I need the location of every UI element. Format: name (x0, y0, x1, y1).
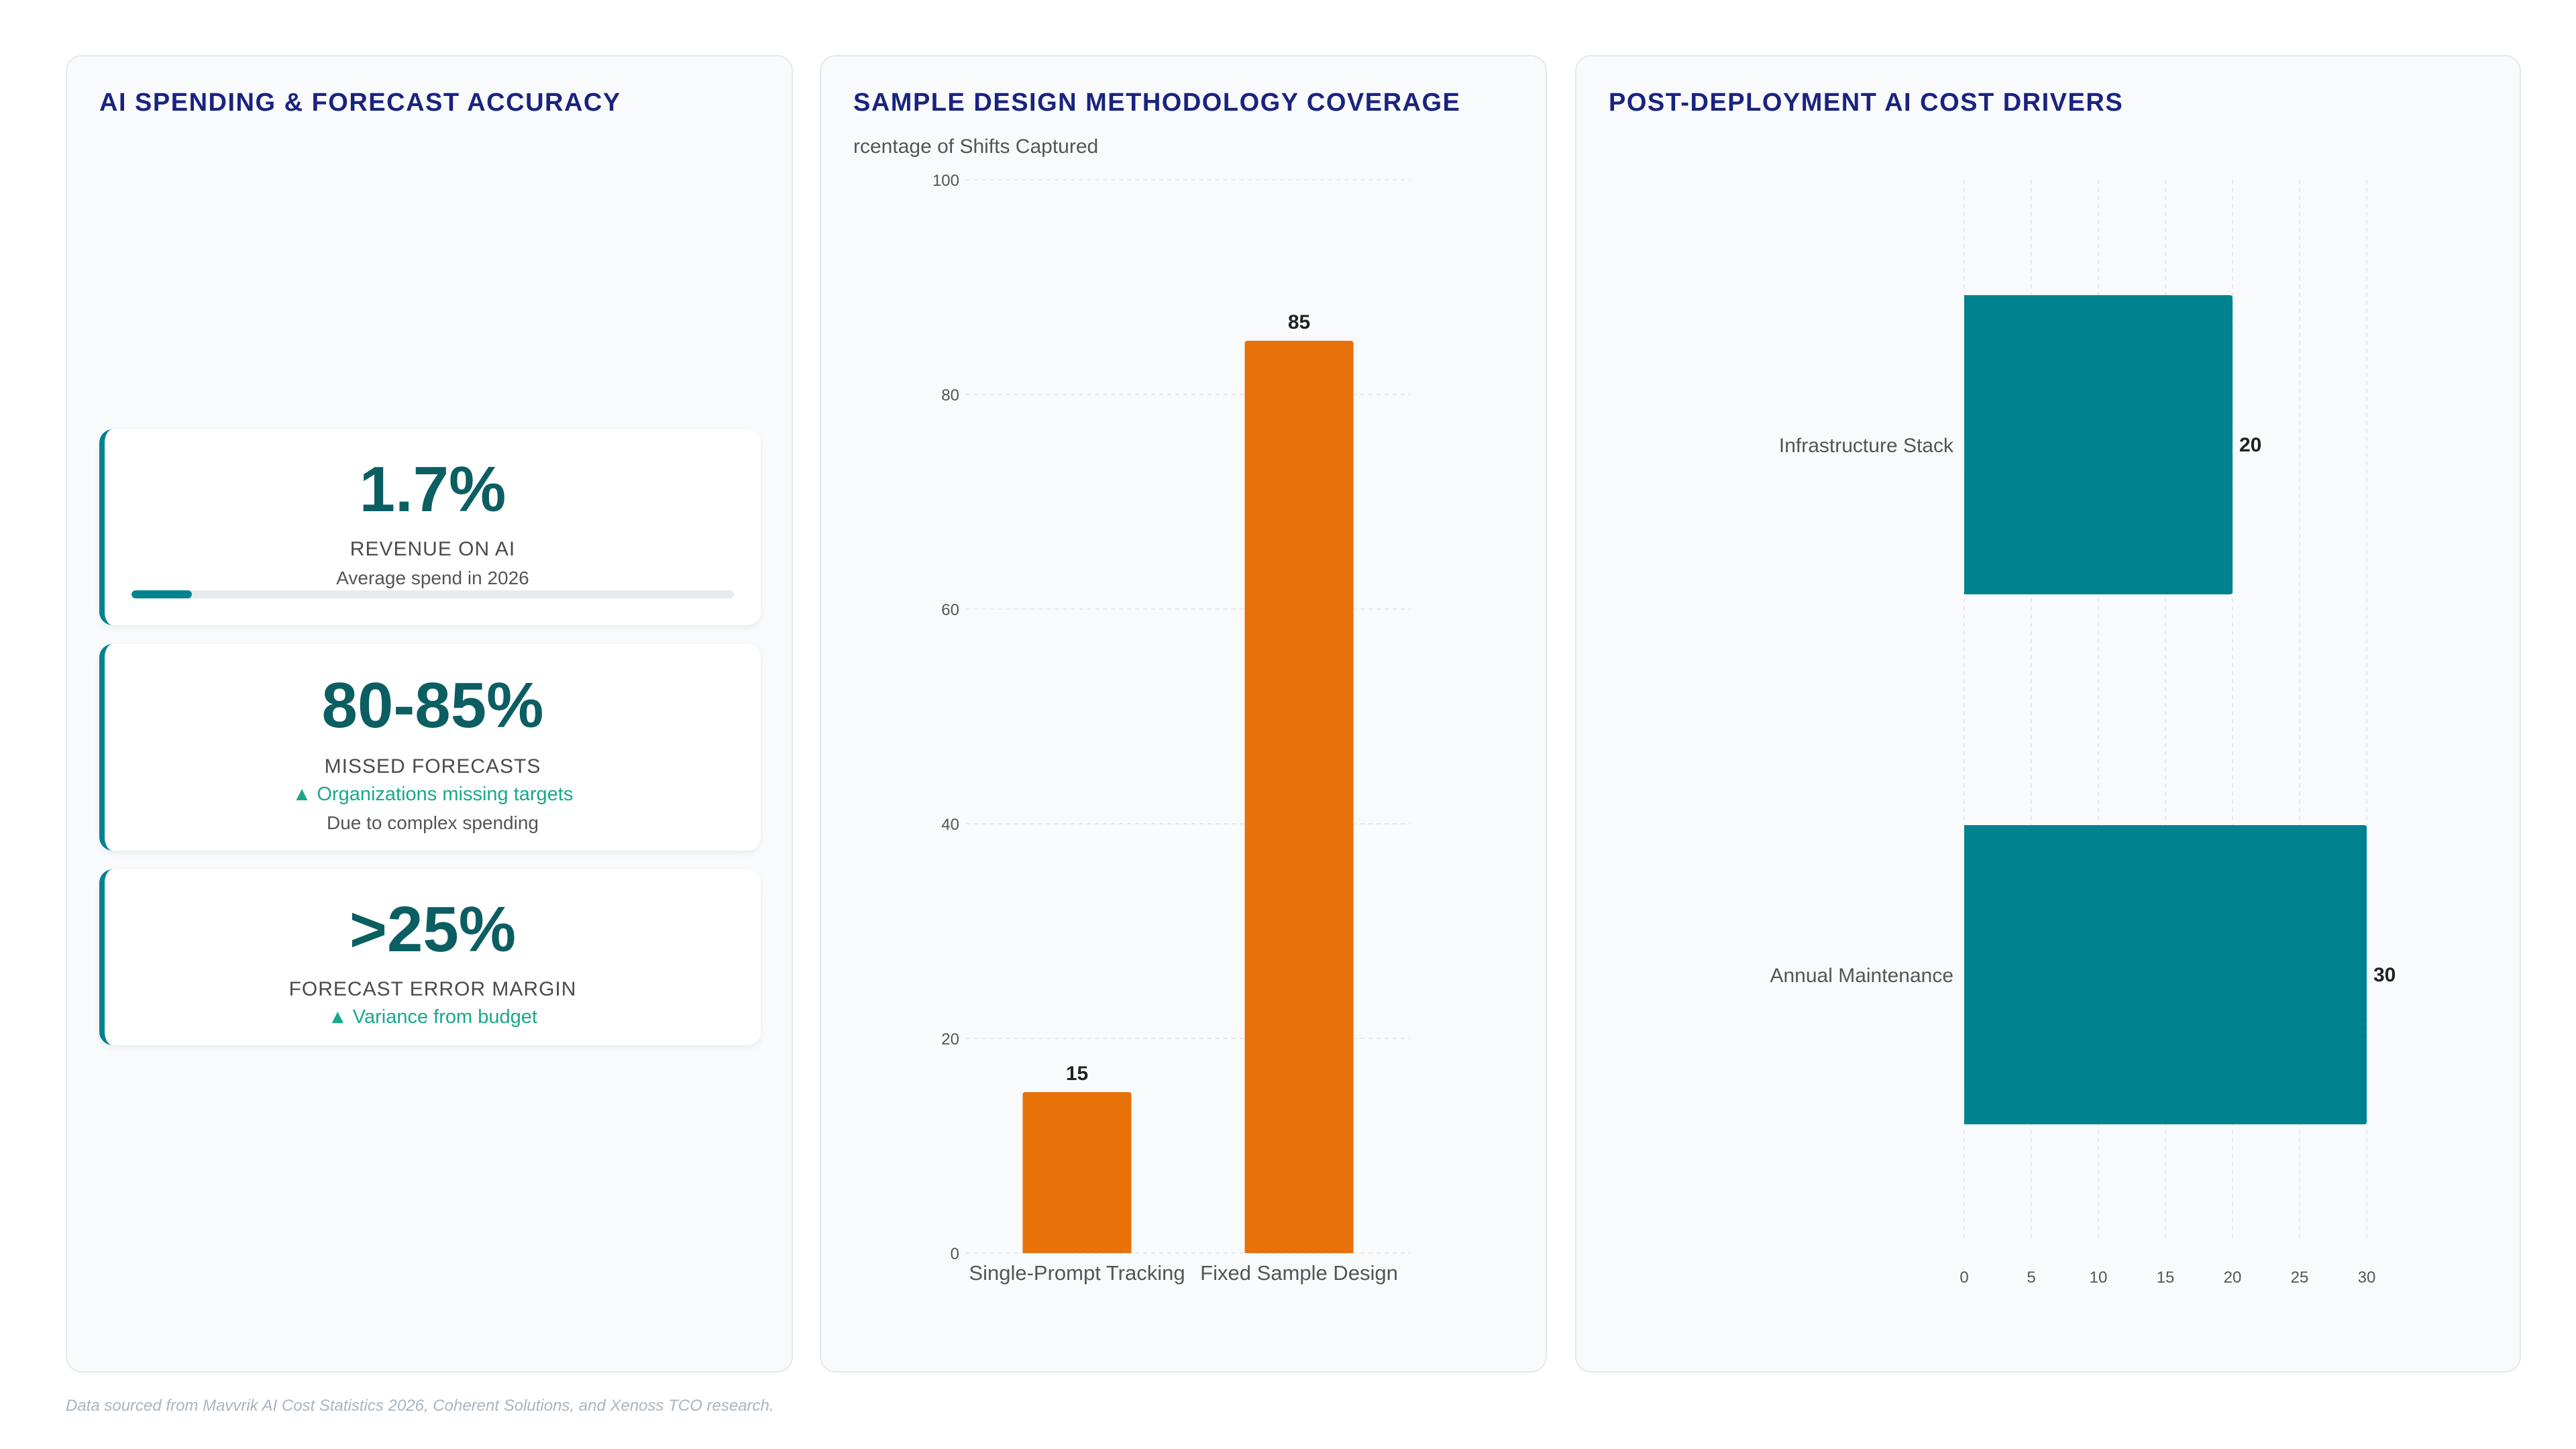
x-tick-label: 0 (1960, 1269, 1968, 1287)
footnote: Data sourced from Mavvrik AI Cost Statis… (66, 1397, 774, 1415)
kpi-card-revenue-on-ai: 1.7% REVENUE ON AI Average spend in 2026 (99, 429, 761, 625)
kpi-trend: ▲ Variance from budget (328, 1006, 537, 1028)
y-tick-label: 60 (941, 601, 959, 619)
kpi-label: MISSED FORECASTS (324, 755, 541, 777)
kpi-progress-fill (131, 590, 192, 598)
y-tick-label: 80 (941, 386, 959, 405)
x-tick-label: Single-Prompt Tracking (969, 1261, 1185, 1285)
kpi-subtext: Average spend in 2026 (336, 568, 529, 588)
kpi-value: 1.7% (359, 453, 506, 525)
x-tick-label: 20 (2224, 1269, 2242, 1287)
y-tick-label: 100 (932, 172, 959, 190)
cost-drivers-panel: POST-DEPLOYMENT AI COST DRIVERS 0 5 10 15 20… (1575, 55, 2521, 1373)
y-tick-label: Annual Maintenance (1770, 965, 1953, 987)
cost-drivers-bar-chart: 0 5 10 15 20 25 30 20 Infrastructure Stack 30 Annu… (1770, 180, 2396, 1287)
data-label: 85 (1288, 311, 1310, 333)
kpi-trend: ▲ Organizations missing targets (292, 784, 574, 805)
y-tick-label: 20 (941, 1030, 959, 1049)
x-tick-label: 25 (2291, 1269, 2309, 1287)
kpi-progress-bar (131, 590, 734, 598)
x-tick-label: Fixed Sample Design (1200, 1261, 1398, 1285)
kpi-card-missed-forecasts: 80-85% MISSED FORECASTS ▲ Organizations … (99, 644, 761, 851)
x-tick-label: 10 (2090, 1269, 2108, 1287)
x-tick-label: 30 (2358, 1269, 2376, 1287)
y-axis-label: rcentage of Shifts Captured (853, 136, 1098, 158)
kpi-card-forecast-error: >25% FORECAST ERROR MARGIN ▲ Variance fr… (99, 869, 761, 1045)
cost-drivers-panel-title: POST-DEPLOYMENT AI COST DRIVERS (1609, 89, 2124, 117)
spending-panel: AI SPENDING & FORECAST ACCURACY 1.7% REV… (66, 55, 793, 1373)
data-label: 20 (2239, 434, 2261, 456)
y-tick-label: Infrastructure Stack (1779, 435, 1954, 457)
kpi-label: REVENUE ON AI (350, 538, 516, 560)
x-tick-label: 5 (2027, 1269, 2035, 1287)
methodology-bar-chart: rcentage of Shifts Captured 0 20 40 60 80 100 1… (853, 136, 1410, 1285)
kpi-value: 80-85% (321, 669, 544, 741)
kpi-label: FORECAST ERROR MARGIN (288, 978, 577, 1000)
kpi-subtext: Due to complex spending (327, 812, 539, 833)
x-tick-label: 15 (2157, 1269, 2175, 1287)
data-label: 15 (1066, 1063, 1088, 1085)
data-label: 30 (2373, 964, 2396, 986)
bar (1244, 341, 1354, 1253)
methodology-panel-title: SAMPLE DESIGN METHODOLOGY COVERAGE (853, 89, 1461, 117)
methodology-panel: SAMPLE DESIGN METHODOLOGY COVERAGE rcent… (820, 55, 1547, 1373)
kpi-value: >25% (349, 894, 517, 965)
spending-panel-title: AI SPENDING & FORECAST ACCURACY (99, 89, 621, 117)
y-tick-label: 0 (951, 1245, 959, 1263)
y-tick-label: 40 (941, 816, 959, 834)
bar (1022, 1092, 1132, 1253)
bar (1964, 825, 2367, 1124)
bar (1964, 295, 2233, 594)
